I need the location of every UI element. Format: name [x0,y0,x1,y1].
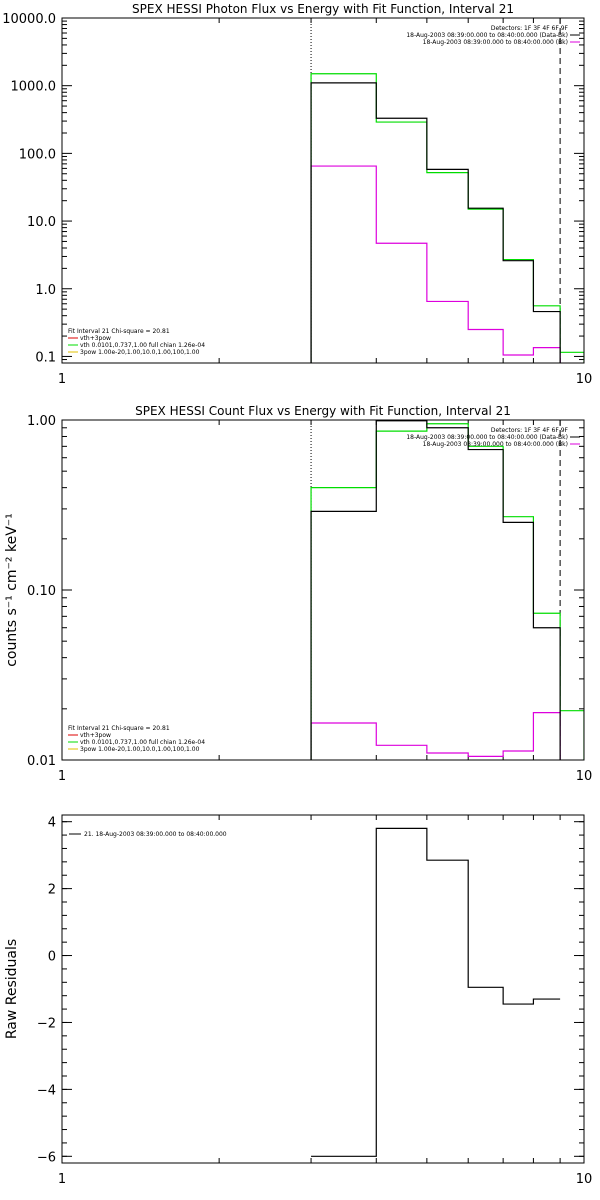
series-step-1 [310,423,584,760]
legend-top-right-text: Detectors: 1F 3F 4F 6F 9F [491,427,569,434]
plot-area [310,420,584,760]
chart-title: SPEX HESSI Count Flux vs Energy with Fit… [135,404,511,418]
y-axis-label: Raw Residuals [4,939,20,1039]
y-tick-label: 10000.0 [2,12,56,27]
series-step-0 [311,827,561,1157]
y-tick-label: −4 [37,1083,56,1098]
count-flux-panel: SPEX HESSI Count Flux vs Energy with Fit… [4,404,592,784]
legend-bottom-left-text: 3pow 1.00e-20,1.00,10.0,1.00,100,1.00 [80,746,200,753]
x-tick-label: 10 [576,769,593,784]
series-step-2 [310,712,561,760]
y-tick-label: 0.10 [27,584,56,599]
legend-top-right-text: 18-Aug-2003 08:39:00.000 to 08:40:00.000… [406,32,568,39]
x-tick-label: 10 [576,372,593,387]
series-step-0 [310,82,561,363]
y-tick-label: −2 [37,1016,56,1031]
plot-frame [61,17,585,364]
legend-top-right-text: 18-Aug-2003 08:39:00.000 to 08:40:00.000… [423,441,568,448]
y-tick-label: 10.0 [27,215,56,230]
legend-bottom-left-text: vth+3pow [80,732,111,739]
x-tick-label: 1 [58,372,66,387]
y-tick-label: 2 [48,883,56,898]
photon-flux-panel: SPEX HESSI Photon Flux vs Energy with Fi… [2,2,592,387]
chart-title: SPEX HESSI Photon Flux vs Energy with Fi… [132,2,514,16]
legend-bottom-left-text: Fit Interval 21 Chi-square = 20.81 [68,725,170,732]
plot-frame [61,419,585,761]
y-tick-label: 1.0 [35,283,56,298]
legend-bottom-left-text: 3pow 1.00e-20,1.00,10.0,1.00,100,1.00 [80,349,200,356]
legend-top-right-text: Detectors: 1F 3F 4F 6F 9F [491,25,569,32]
legend-top-left-text: 21. 18-Aug-2003 08:39:00.000 to 08:40:00… [84,831,227,838]
legend-top-right-text: 18-Aug-2003 08:39:00.000 to 08:40:00.000… [406,434,568,441]
series-step-0 [310,420,561,760]
x-tick-label: 1 [58,1172,66,1187]
y-tick-label: 1000.0 [11,80,57,95]
y-tick-label: 0.1 [35,350,56,365]
legend-bottom-left-text: vth 0.0101,0.737,1.00 full chian 1.26e-0… [80,739,205,746]
residuals-panel: Raw Residuals −6 −4 −2 0 2 4 1 10 21. 18-Aug-2003… [4,814,593,1187]
y-tick-label: 100.0 [19,147,56,162]
y-tick-label: 0.01 [27,754,56,769]
x-tick-label: 10 [576,1172,593,1187]
plot-area [311,827,561,1157]
legend-bottom-left-text: vth+3pow [80,335,111,342]
legend-top-right-text: 18-Aug-2003 08:39:00.000 to 08:40:00.000… [423,39,568,46]
legend-bottom-left-text: Fit Interval 21 Chi-square = 20.81 [68,328,170,335]
plot-area [310,18,584,363]
y-tick-label: 0 [48,950,56,965]
legend-bottom-left-text: vth 0.0101,0.737,1.00 full chian 1.26e-0… [80,342,205,349]
y-tick-label: 1.00 [27,414,56,429]
x-tick-label: 1 [58,769,66,784]
y-axis-label: counts s⁻¹ cm⁻² keV⁻¹ [4,513,20,667]
y-tick-label: 4 [48,816,56,831]
y-tick-label: −6 [37,1150,56,1165]
plot-frame [61,814,585,1164]
series-step-2 [310,165,561,363]
series-step-1 [310,73,584,363]
